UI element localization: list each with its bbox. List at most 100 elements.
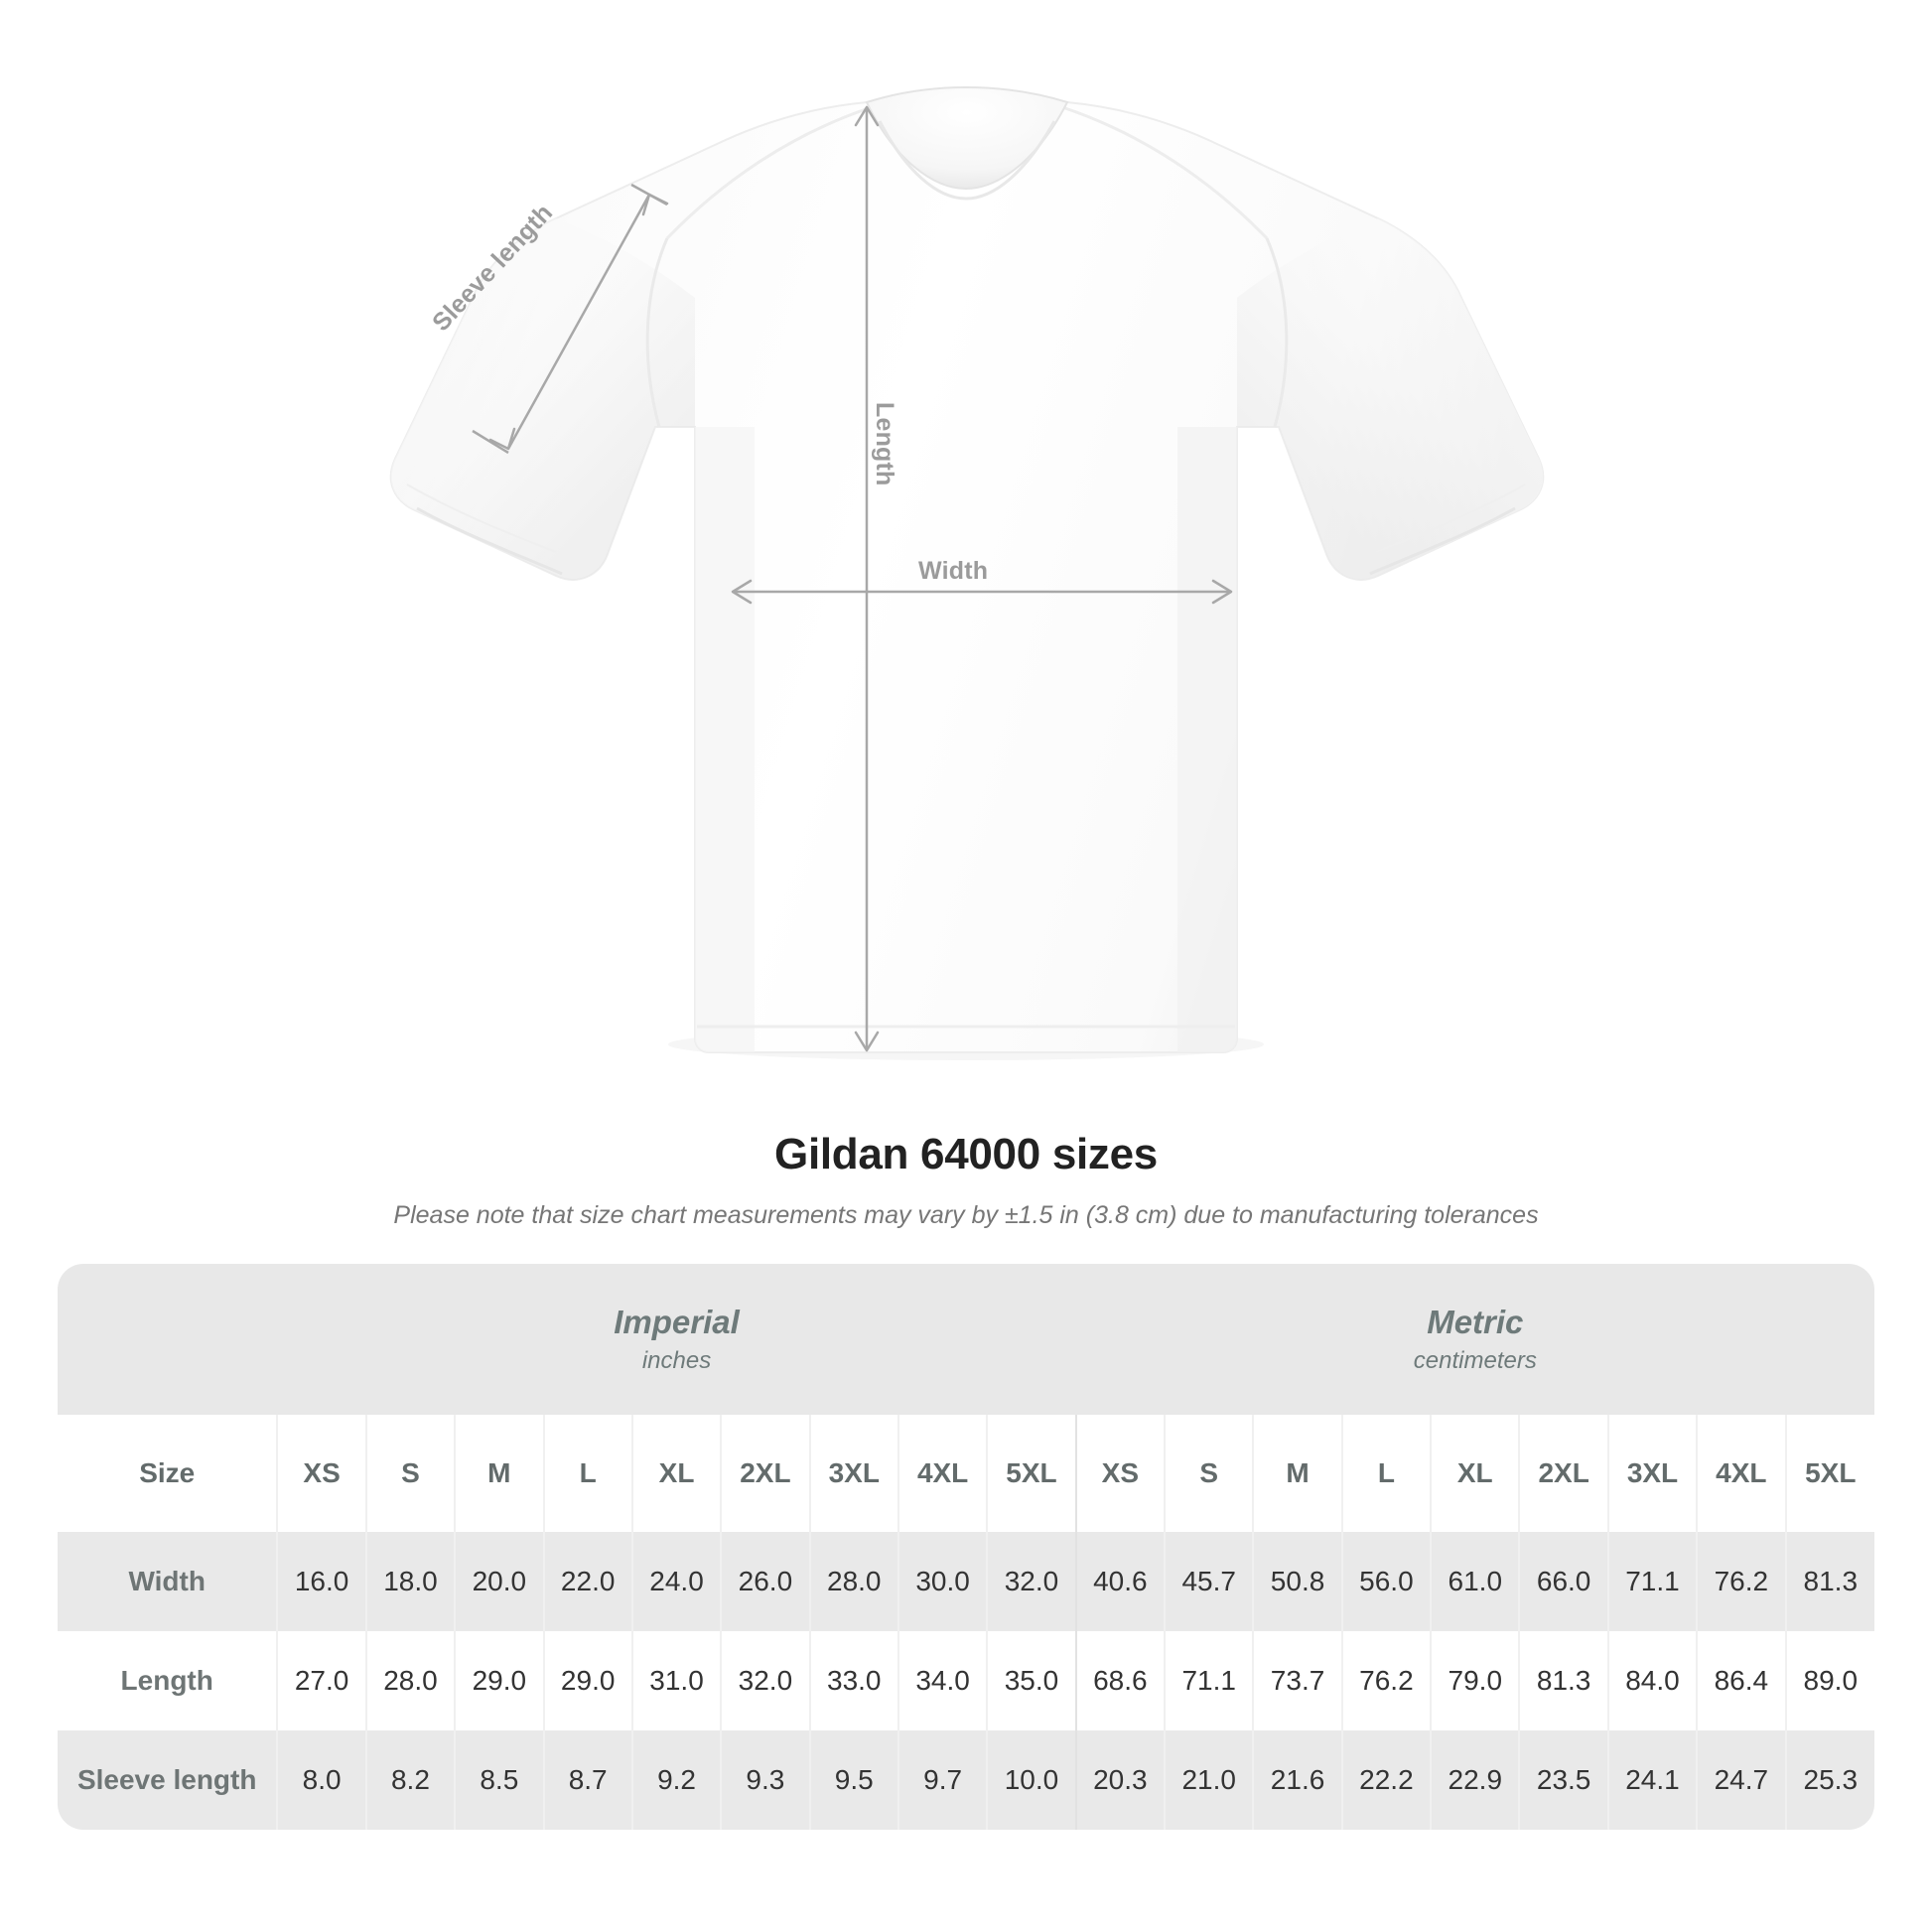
- unit-subtitle: centimeters: [1413, 1347, 1537, 1375]
- cell-width-imperial-xl: 24.0: [630, 1532, 722, 1631]
- cell-length-metric-m: 73.7: [1252, 1631, 1342, 1730]
- cell-length-imperial-l: 29.0: [542, 1631, 632, 1730]
- size-header-cell-metric-s: S: [1164, 1415, 1254, 1532]
- cell-sleeve-length-imperial-4xl: 9.7: [897, 1730, 988, 1830]
- size-header-cell-metric-4xl: 4XL: [1696, 1415, 1786, 1532]
- cell-sleeve-length-imperial-s: 8.2: [364, 1730, 456, 1830]
- row-label-width: Width: [58, 1532, 278, 1631]
- cell-width-metric-4xl: 76.2: [1696, 1532, 1786, 1631]
- cell-width-imperial-xs: 16.0: [276, 1532, 366, 1631]
- width-label: Width: [918, 557, 989, 585]
- cell-length-imperial-4xl: 34.0: [897, 1631, 988, 1730]
- cell-sleeve-length-imperial-xl: 9.2: [630, 1730, 722, 1830]
- shirt-sleeve-left: [390, 218, 695, 580]
- tolerance-note: Please note that size chart measurements…: [393, 1201, 1539, 1229]
- size-header-cell-metric-xl: XL: [1430, 1415, 1520, 1532]
- size-header-cell-imperial-2xl: 2XL: [720, 1415, 810, 1532]
- cell-width-imperial-4xl: 30.0: [897, 1532, 988, 1631]
- cell-width-metric-xl: 61.0: [1430, 1532, 1520, 1631]
- unit-header-imperial: Imperial inches: [277, 1264, 1076, 1415]
- unit-header-metric: Metric centimeters: [1075, 1264, 1874, 1415]
- cell-sleeve-length-metric-3xl: 24.1: [1606, 1730, 1698, 1830]
- row-label-sleeve-length: Sleeve length: [58, 1730, 278, 1830]
- cell-length-metric-xl: 79.0: [1430, 1631, 1520, 1730]
- size-header-cell-metric-5xl: 5XL: [1784, 1415, 1874, 1532]
- cell-length-imperial-3xl: 33.0: [808, 1631, 898, 1730]
- cell-width-metric-5xl: 81.3: [1784, 1532, 1874, 1631]
- size-chart-table: Imperial inches Metric centimeters Size XS S M L…: [58, 1264, 1874, 1830]
- size-header-cell-imperial-l: L: [542, 1415, 632, 1532]
- cell-length-imperial-xl: 31.0: [630, 1631, 722, 1730]
- cell-width-imperial-s: 18.0: [364, 1532, 456, 1631]
- cell-length-imperial-s: 28.0: [364, 1631, 456, 1730]
- cell-length-metric-2xl: 81.3: [1518, 1631, 1608, 1730]
- tshirt-illustration: [389, 85, 1545, 1053]
- cell-length-imperial-m: 29.0: [454, 1631, 544, 1730]
- cell-width-imperial-m: 20.0: [454, 1532, 544, 1631]
- cell-sleeve-length-imperial-3xl: 9.5: [808, 1730, 898, 1830]
- cell-width-imperial-5xl: 32.0: [986, 1532, 1076, 1631]
- width-guide-line: [731, 579, 1233, 605]
- unit-name: Imperial: [614, 1303, 740, 1340]
- size-header-cell-imperial-xs: XS: [276, 1415, 366, 1532]
- shirt-sleeve-right: [1237, 218, 1544, 580]
- tshirt-diagram: Sleeve length Length Width: [389, 85, 1545, 1053]
- cell-sleeve-length-metric-m: 21.6: [1252, 1730, 1342, 1830]
- cell-sleeve-length-metric-5xl: 25.3: [1784, 1730, 1874, 1830]
- cell-length-imperial-2xl: 32.0: [720, 1631, 810, 1730]
- cell-length-metric-xs: 68.6: [1074, 1631, 1166, 1730]
- cell-length-metric-4xl: 86.4: [1696, 1631, 1786, 1730]
- length-label: Length: [871, 402, 898, 486]
- table-row: Length 27.0 28.0 29.0 29.0 31.0 32.0 33.0 34.0 35…: [58, 1631, 1874, 1730]
- size-header-cell-metric-xs: XS: [1074, 1415, 1166, 1532]
- cell-length-imperial-5xl: 35.0: [986, 1631, 1076, 1730]
- size-header-row: Size XS S M L XL 2XL 3XL 4XL 5XL XS S M L XL 2XL 3XL 4XL 5…: [58, 1415, 1874, 1532]
- unit-name: Metric: [1427, 1303, 1524, 1340]
- size-header-cell-imperial-4xl: 4XL: [897, 1415, 988, 1532]
- cell-sleeve-length-imperial-m: 8.5: [454, 1730, 544, 1830]
- sleeve-guide-line: [472, 183, 669, 455]
- size-chart-table-wrapper: Imperial inches Metric centimeters Size XS S M L…: [58, 1264, 1874, 1830]
- cell-width-metric-xs: 40.6: [1074, 1532, 1166, 1631]
- cell-sleeve-length-metric-xl: 22.9: [1430, 1730, 1520, 1830]
- length-guide-line: [854, 105, 880, 1052]
- size-header-cell-metric-m: M: [1252, 1415, 1342, 1532]
- cell-sleeve-length-metric-2xl: 23.5: [1518, 1730, 1608, 1830]
- table-row: Sleeve length 8.0 8.2 8.5 8.7 9.2 9.3 9.5 9.7 10.…: [58, 1730, 1874, 1830]
- size-column-header: Size: [58, 1415, 278, 1532]
- cell-width-metric-3xl: 71.1: [1606, 1532, 1698, 1631]
- cell-width-imperial-2xl: 26.0: [720, 1532, 810, 1631]
- cell-sleeve-length-metric-4xl: 24.7: [1696, 1730, 1786, 1830]
- size-header-cell-metric-2xl: 2XL: [1518, 1415, 1608, 1532]
- shirt-collar: [865, 85, 1069, 191]
- cell-width-metric-l: 56.0: [1340, 1532, 1432, 1631]
- unit-band-spacer: [58, 1264, 278, 1415]
- cell-length-imperial-xs: 27.0: [276, 1631, 366, 1730]
- cell-width-metric-m: 50.8: [1252, 1532, 1342, 1631]
- cell-length-metric-s: 71.1: [1164, 1631, 1254, 1730]
- table-row: Width 16.0 18.0 20.0 22.0 24.0 26.0 28.0 30.0 32.…: [58, 1532, 1874, 1631]
- size-header-cell-metric-l: L: [1340, 1415, 1432, 1532]
- cell-width-metric-s: 45.7: [1164, 1532, 1254, 1631]
- cell-length-metric-5xl: 89.0: [1784, 1631, 1874, 1730]
- cell-sleeve-length-imperial-l: 8.7: [542, 1730, 632, 1830]
- cell-sleeve-length-metric-s: 21.0: [1164, 1730, 1254, 1830]
- chart-heading-block: Gildan 64000 sizes Please note that size…: [0, 1130, 1932, 1230]
- unit-subtitle: inches: [641, 1347, 712, 1375]
- cell-sleeve-length-imperial-xs: 8.0: [276, 1730, 366, 1830]
- size-header-cell-imperial-xl: XL: [630, 1415, 722, 1532]
- unit-system-header-row: Imperial inches Metric centimeters: [58, 1264, 1874, 1415]
- cell-length-metric-3xl: 84.0: [1606, 1631, 1698, 1730]
- size-header-cell-imperial-s: S: [364, 1415, 456, 1532]
- cell-sleeve-length-imperial-2xl: 9.3: [720, 1730, 810, 1830]
- cell-width-imperial-l: 22.0: [542, 1532, 632, 1631]
- size-header-cell-metric-3xl: 3XL: [1606, 1415, 1698, 1532]
- cell-sleeve-length-metric-xs: 20.3: [1074, 1730, 1166, 1830]
- cell-sleeve-length-imperial-5xl: 10.0: [986, 1730, 1076, 1830]
- cell-sleeve-length-metric-l: 22.2: [1340, 1730, 1432, 1830]
- page-title: Gildan 64000 sizes: [774, 1130, 1158, 1178]
- cell-length-metric-l: 76.2: [1340, 1631, 1432, 1730]
- cell-width-imperial-3xl: 28.0: [808, 1532, 898, 1631]
- size-header-cell-imperial-5xl: 5XL: [986, 1415, 1076, 1532]
- cell-width-metric-2xl: 66.0: [1518, 1532, 1608, 1631]
